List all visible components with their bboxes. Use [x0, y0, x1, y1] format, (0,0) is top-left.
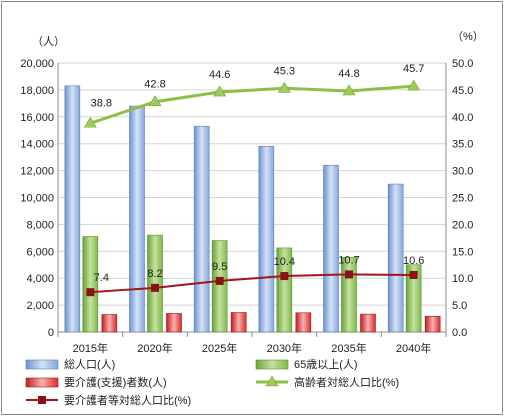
y-left-tick-label: 10,000	[20, 193, 54, 205]
y-right-tick-label: 25.0	[452, 193, 473, 205]
y-right-tick-label: 20.0	[452, 219, 473, 231]
x-tick-label: 2020年	[137, 341, 172, 355]
bar-care-needed	[360, 313, 376, 333]
legend-label: 要介護者等対総人口比(%)	[64, 393, 191, 407]
marker-care-ratio	[215, 276, 224, 285]
y-left-tick-label: 0	[48, 327, 54, 339]
data-label-care-ratio: 9.5	[212, 261, 227, 273]
marker-care-ratio	[345, 270, 353, 279]
y-right-tick-label: 40.0	[452, 112, 473, 124]
x-tick-label: 2025年	[202, 341, 237, 355]
y-right-tick-label: 5.0	[452, 300, 467, 312]
bar-care-needed	[295, 312, 312, 333]
bar-aged-65-plus	[276, 247, 293, 333]
y-left-tick-label: 16,000	[20, 112, 54, 124]
x-tick-label: 2015年	[73, 341, 108, 355]
marker-care-ratio	[86, 288, 95, 297]
y-left-tick-label: 4,000	[26, 273, 54, 285]
legend-label: 要介護(支援)者数(人)	[64, 375, 167, 389]
legend-swatch	[25, 359, 59, 370]
data-label-care-ratio: 10.4	[274, 256, 295, 268]
bar-aged-65-plus	[341, 257, 357, 333]
y-right-tick-label: 35.0	[452, 139, 473, 151]
data-label-care-ratio: 7.4	[94, 272, 109, 284]
y-left-tick-label: 8,000	[26, 219, 54, 231]
bar-care-needed	[166, 313, 182, 333]
data-label-elderly-ratio: 44.6	[209, 69, 230, 81]
marker-care-ratio	[151, 283, 159, 292]
legend-label: 高齢者対総人口比(%)	[294, 375, 399, 389]
data-labels: 38.8 42.8 44.6 45.3 44.8 45.7 7.4 8.2 9.5 10.4 10.…	[91, 63, 425, 284]
y-right-tick-label: 15.0	[452, 246, 473, 258]
y-right-tick-label: 45.0	[452, 85, 473, 97]
y-left-tick-label: 6,000	[26, 246, 54, 258]
bars	[64, 85, 441, 333]
y-right-tick-label: 10.0	[452, 273, 473, 285]
y-left-tick-label: 12,000	[20, 166, 54, 178]
y-left-tick-label: 20,000	[20, 58, 54, 70]
x-tick-label: 2035年	[331, 341, 366, 355]
data-label-elderly-ratio: 42.8	[144, 79, 165, 91]
bar-total-population	[258, 146, 275, 333]
bar-care-needed	[230, 312, 247, 333]
y-left-tick-label: 18,000	[20, 85, 54, 97]
bar-total-population	[323, 164, 339, 333]
data-label-elderly-ratio: 38.8	[91, 97, 112, 109]
bar-total-population	[387, 183, 404, 333]
legend-marker	[265, 375, 279, 387]
legend-label: 総人口(人)	[64, 357, 115, 371]
legend-label: 65歳以上(人)	[294, 358, 358, 371]
bar-care-needed	[101, 314, 118, 333]
y-right-tick-label: 0.0	[452, 327, 467, 339]
y-right-tick-label: 50.0	[452, 58, 473, 70]
line-elderly-ratio	[89, 84, 414, 125]
bar-total-population	[129, 105, 145, 333]
y-right-tick-label: 30.0	[452, 166, 473, 178]
marker-elderly-ratio	[83, 116, 97, 128]
marker-elderly-ratio	[148, 95, 162, 107]
marker-care-ratio	[280, 272, 289, 281]
x-tick-label: 2030年	[267, 341, 302, 355]
y-left-tick-label: 14,000	[20, 139, 54, 151]
bar-aged-65-plus	[147, 234, 163, 333]
data-label-elderly-ratio: 44.8	[338, 68, 359, 80]
bar-aged-65-plus	[211, 240, 228, 333]
x-tick-label: 2040年	[396, 341, 431, 355]
data-label-care-ratio: 8.2	[147, 268, 162, 280]
legend-marker	[38, 396, 46, 404]
legend-swatch	[255, 359, 289, 370]
marker-elderly-ratio	[407, 79, 421, 91]
bar-care-needed	[424, 315, 441, 333]
axes: 0 2,000 4,000 6,000 8,000 10,000 12,000 14,000 1…	[20, 30, 483, 355]
line-care-ratio	[90, 273, 414, 294]
marker-elderly-ratio	[342, 84, 356, 96]
y-left-unit-label: （人）	[32, 35, 65, 48]
lines	[83, 79, 421, 297]
bar-aged-65-plus	[82, 236, 99, 333]
data-label-care-ratio: 10.6	[403, 255, 424, 267]
bar-total-population	[193, 125, 210, 333]
y-right-unit-label: （%）	[452, 30, 484, 43]
legend: 総人口(人) 65歳以上(人) 要介護(支援)者数(人) 高齢者対総人口比(%) 要介護…	[25, 357, 399, 407]
marker-elderly-ratio	[213, 85, 227, 97]
bar-aged-65-plus	[405, 264, 422, 333]
y-left-tick-label: 2,000	[26, 300, 54, 312]
legend-swatch	[25, 377, 59, 388]
bar-total-population	[64, 85, 81, 333]
marker-elderly-ratio	[277, 81, 291, 93]
data-label-elderly-ratio: 45.7	[403, 63, 424, 75]
data-label-elderly-ratio: 45.3	[274, 65, 295, 77]
marker-care-ratio	[409, 270, 418, 279]
data-label-care-ratio: 10.7	[338, 254, 359, 266]
gridlines	[58, 62, 446, 333]
